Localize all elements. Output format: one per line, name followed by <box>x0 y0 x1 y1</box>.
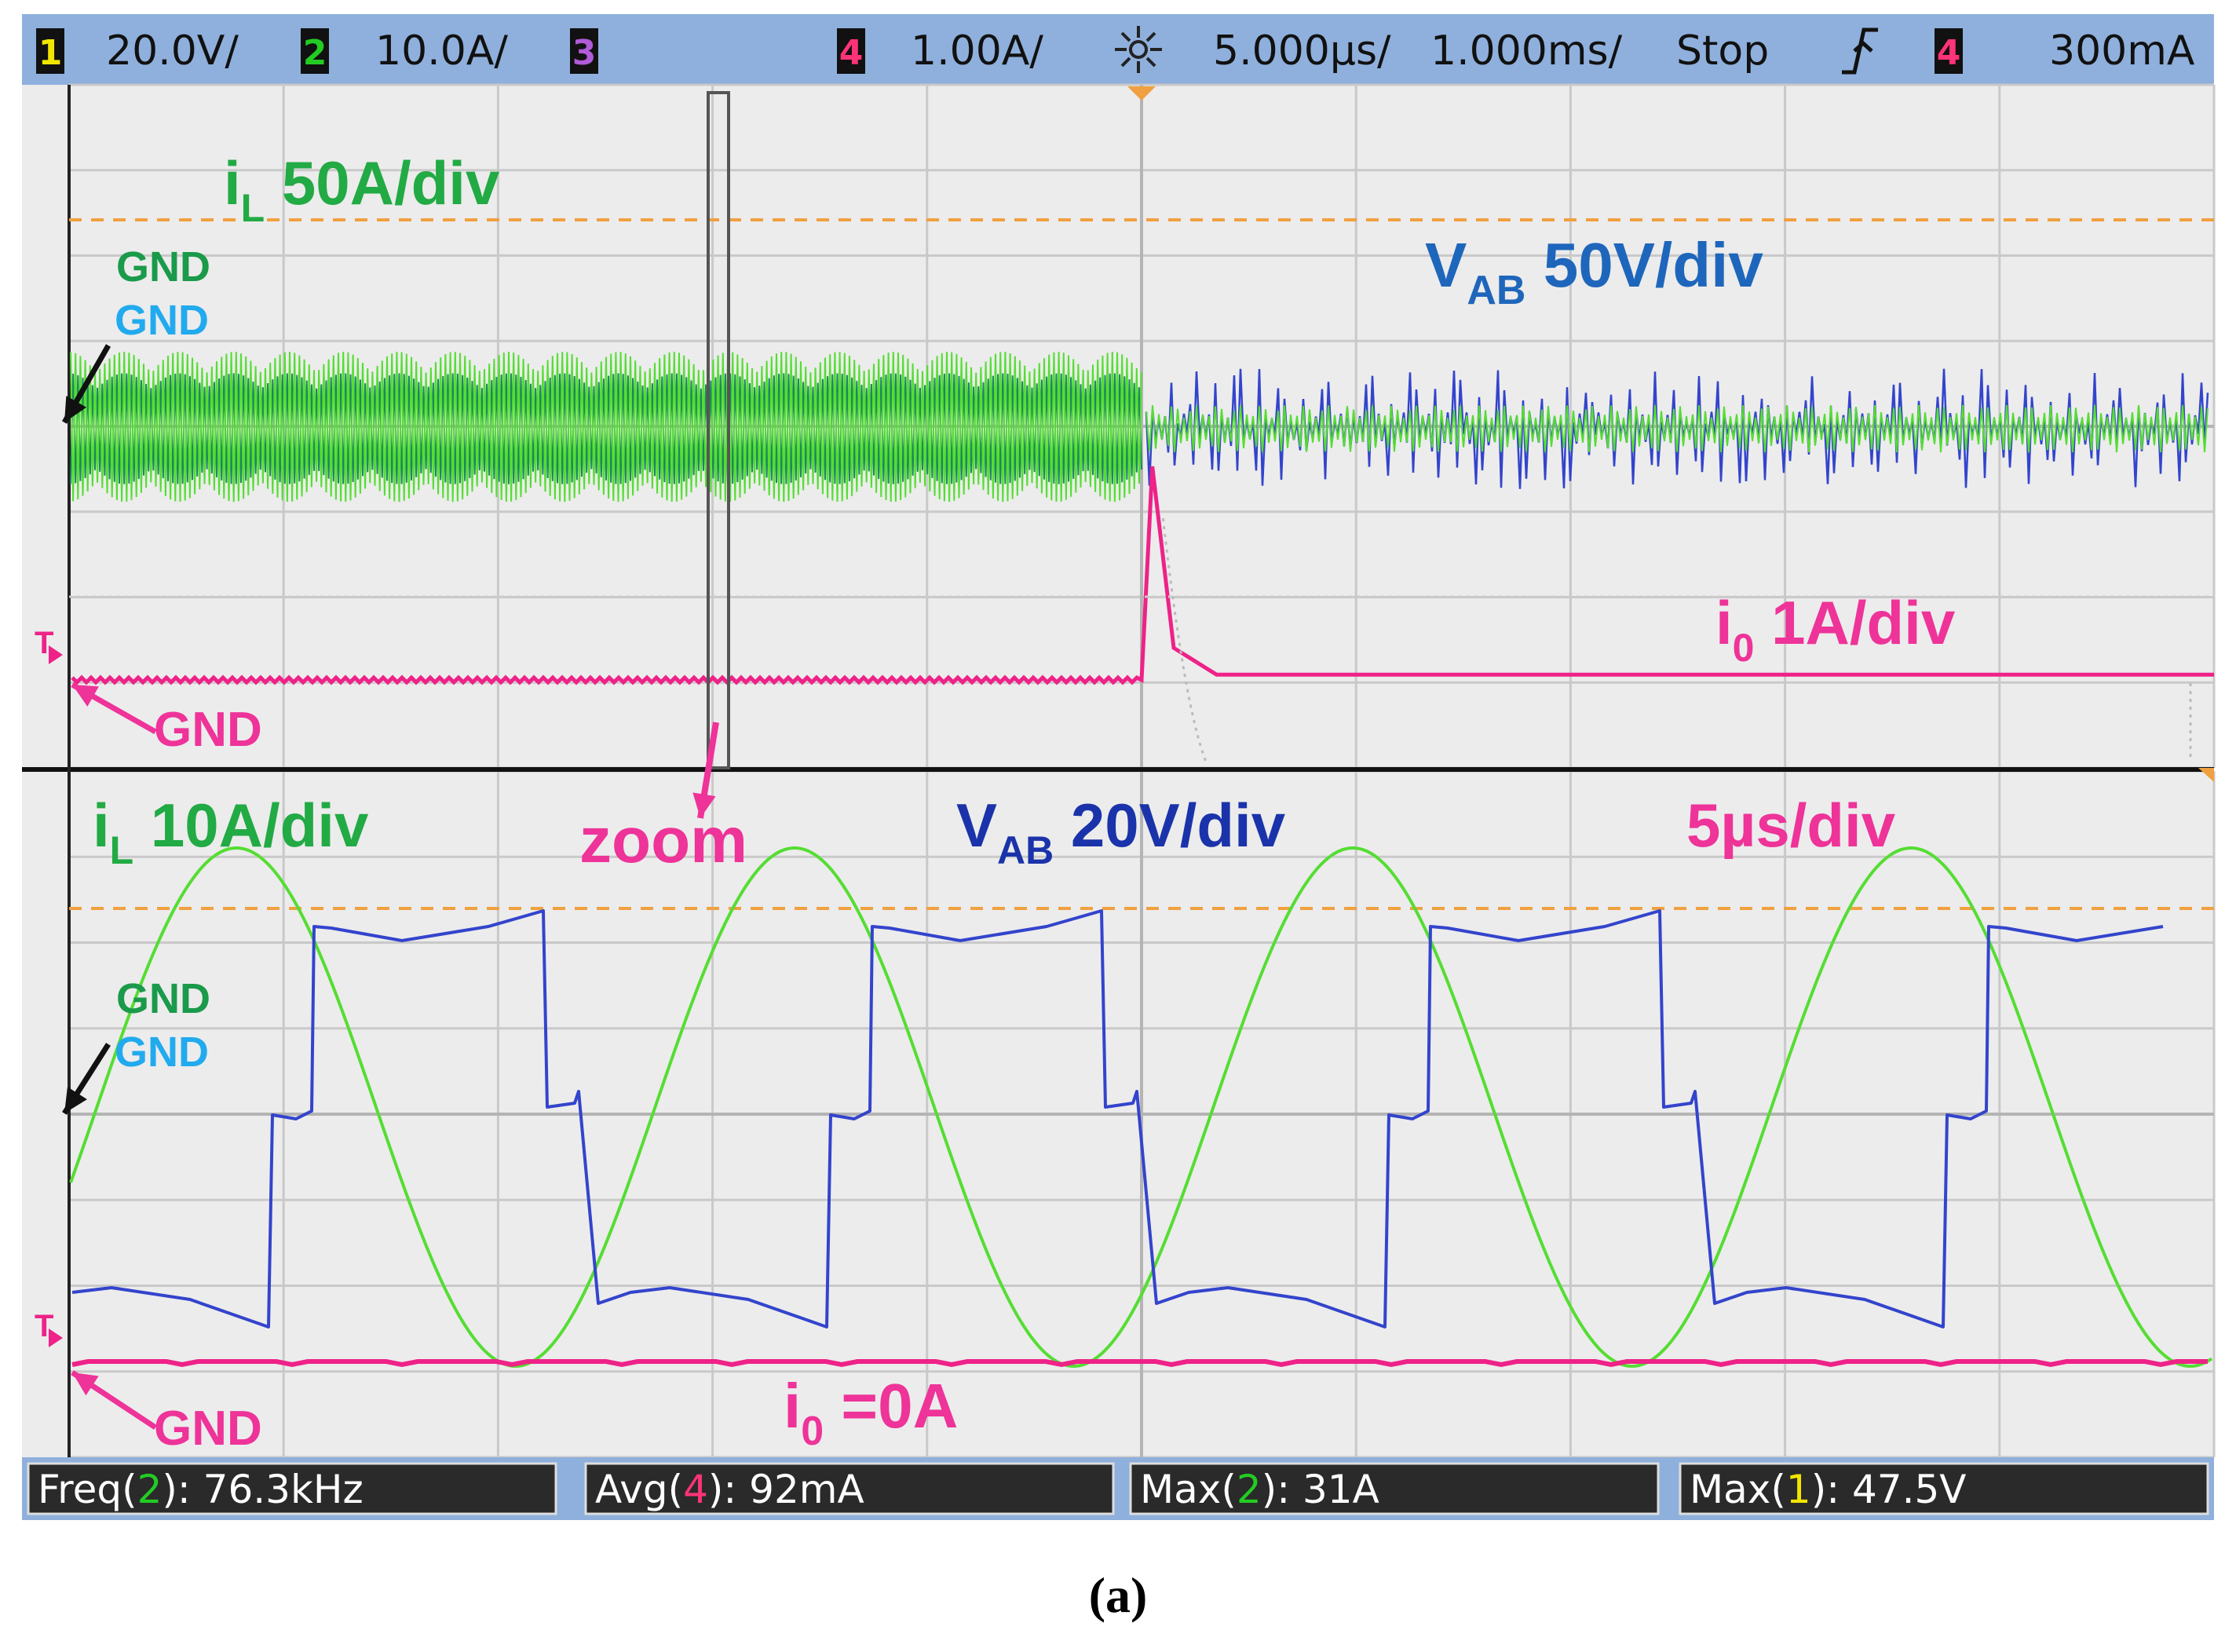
trigger-level-marker <box>2198 768 2214 782</box>
channel-1-number: 1 <box>38 33 63 73</box>
top-il-trace-before <box>70 351 1142 503</box>
zoom-arrow-head <box>692 792 716 818</box>
channel-1-scale: 20.0V/ <box>106 27 239 75</box>
time-offset[interactable]: 1.000ms/ <box>1430 27 1623 75</box>
channel-4-indicator[interactable]: 4 1.00A/ <box>837 27 1043 75</box>
horizontal-scale[interactable]: 5.000µs/ <box>1213 27 1391 75</box>
top-trigger-marker: T <box>35 626 53 660</box>
header-bar: 1 20.0V/ 2 10.0A/ 3 4 1.00A/ 5.000µs/ 1.… <box>22 14 2214 85</box>
trigger-position-marker <box>1127 86 1156 101</box>
measurement-bar: Freq(2): 76.3kHz Avg(4): 92mA Max(2): 31A M… <box>22 1457 2214 1520</box>
measurement-box <box>584 1462 1115 1515</box>
bottom-vab-trace <box>71 909 2164 1329</box>
annotations: iL 50A/div GND GND VAB 50V/div i0 1A/div… <box>35 148 1956 1456</box>
channel-4-scale: 1.00A/ <box>911 27 1043 75</box>
bottom-io-gnd-label: GND <box>154 1402 262 1456</box>
top-io-gnd-arrow-head <box>72 685 99 707</box>
trigger-channel-number: 4 <box>1937 33 1961 73</box>
bottom-io-trace <box>71 1359 2208 1368</box>
channel-3-indicator[interactable]: 3 <box>570 28 598 74</box>
zoom-window-marker <box>707 91 730 769</box>
measurement-box <box>27 1462 557 1515</box>
top-vab-label: VAB 50V/div <box>1425 230 1763 313</box>
figure-caption: (a) <box>1088 1567 1148 1623</box>
bottom-vab-gnd-label: GND <box>115 1029 209 1076</box>
channel-2-number: 2 <box>303 33 327 73</box>
measurement-text: Max(2): 31A <box>1140 1467 1379 1512</box>
channel-1-indicator[interactable]: 1 20.0V/ <box>36 27 239 75</box>
trigger-channel-indicator[interactable]: 4 <box>1935 28 1963 74</box>
top-vab-gnd-label: GND <box>115 297 209 344</box>
run-state[interactable]: Stop <box>1676 27 1769 75</box>
acquisition-icon <box>1115 26 1162 73</box>
top-il-label: iL 50A/div <box>224 148 500 230</box>
top-il-trace-after <box>1145 404 2209 453</box>
measurement-box <box>1679 1462 2209 1515</box>
rising-edge-icon <box>1842 27 1878 75</box>
bottom-il-label: iL 10A/div <box>93 791 369 872</box>
zoom-label: zoom <box>579 805 747 876</box>
top-il-gnd-label: GND <box>116 243 210 291</box>
top-decay-dotted <box>1161 517 1208 762</box>
measurement-box <box>1129 1462 1660 1515</box>
bottom-il-trace <box>69 846 2213 1369</box>
measurement-3[interactable]: Max(2): 31A <box>1129 1462 1660 1515</box>
bottom-vab-label: VAB 20V/div <box>956 791 1286 872</box>
measurement-text: Avg(4): 92mA <box>595 1467 864 1512</box>
waveforms <box>61 91 2214 1430</box>
top-trigger-arrow <box>49 645 63 664</box>
top-gnd-arrow-head <box>64 396 87 422</box>
bottom-time-scale-label: 5µs/div <box>1686 791 1896 860</box>
channel-3-number: 3 <box>572 33 597 73</box>
channel-2-scale: 10.0A/ <box>375 27 508 75</box>
measurement-2[interactable]: Avg(4): 92mA <box>584 1462 1115 1515</box>
trigger-level[interactable]: 300mA <box>2049 27 2195 75</box>
bottom-io-gnd-arrow-head <box>72 1372 99 1396</box>
bottom-trigger-marker: T <box>35 1309 53 1343</box>
top-io-label: i0 1A/div <box>1715 588 1956 670</box>
top-io-gnd-label: GND <box>154 703 262 757</box>
bottom-il-gnd-label: GND <box>116 975 210 1022</box>
channel-4-number: 4 <box>839 33 864 73</box>
measurement-1[interactable]: Freq(2): 76.3kHz <box>27 1462 557 1515</box>
measurement-4[interactable]: Max(1): 47.5V <box>1679 1462 2209 1515</box>
top-io-trace <box>71 466 2214 685</box>
channel-2-indicator[interactable]: 2 10.0A/ <box>301 27 508 75</box>
bottom-gnd-arrow-head <box>64 1087 87 1113</box>
measurement-text: Max(1): 47.5V <box>1690 1467 1966 1512</box>
bottom-io-label: i0 =0A <box>784 1371 958 1454</box>
measurement-text: Freq(2): 76.3kHz <box>38 1467 364 1512</box>
bottom-trigger-arrow <box>49 1329 63 1347</box>
